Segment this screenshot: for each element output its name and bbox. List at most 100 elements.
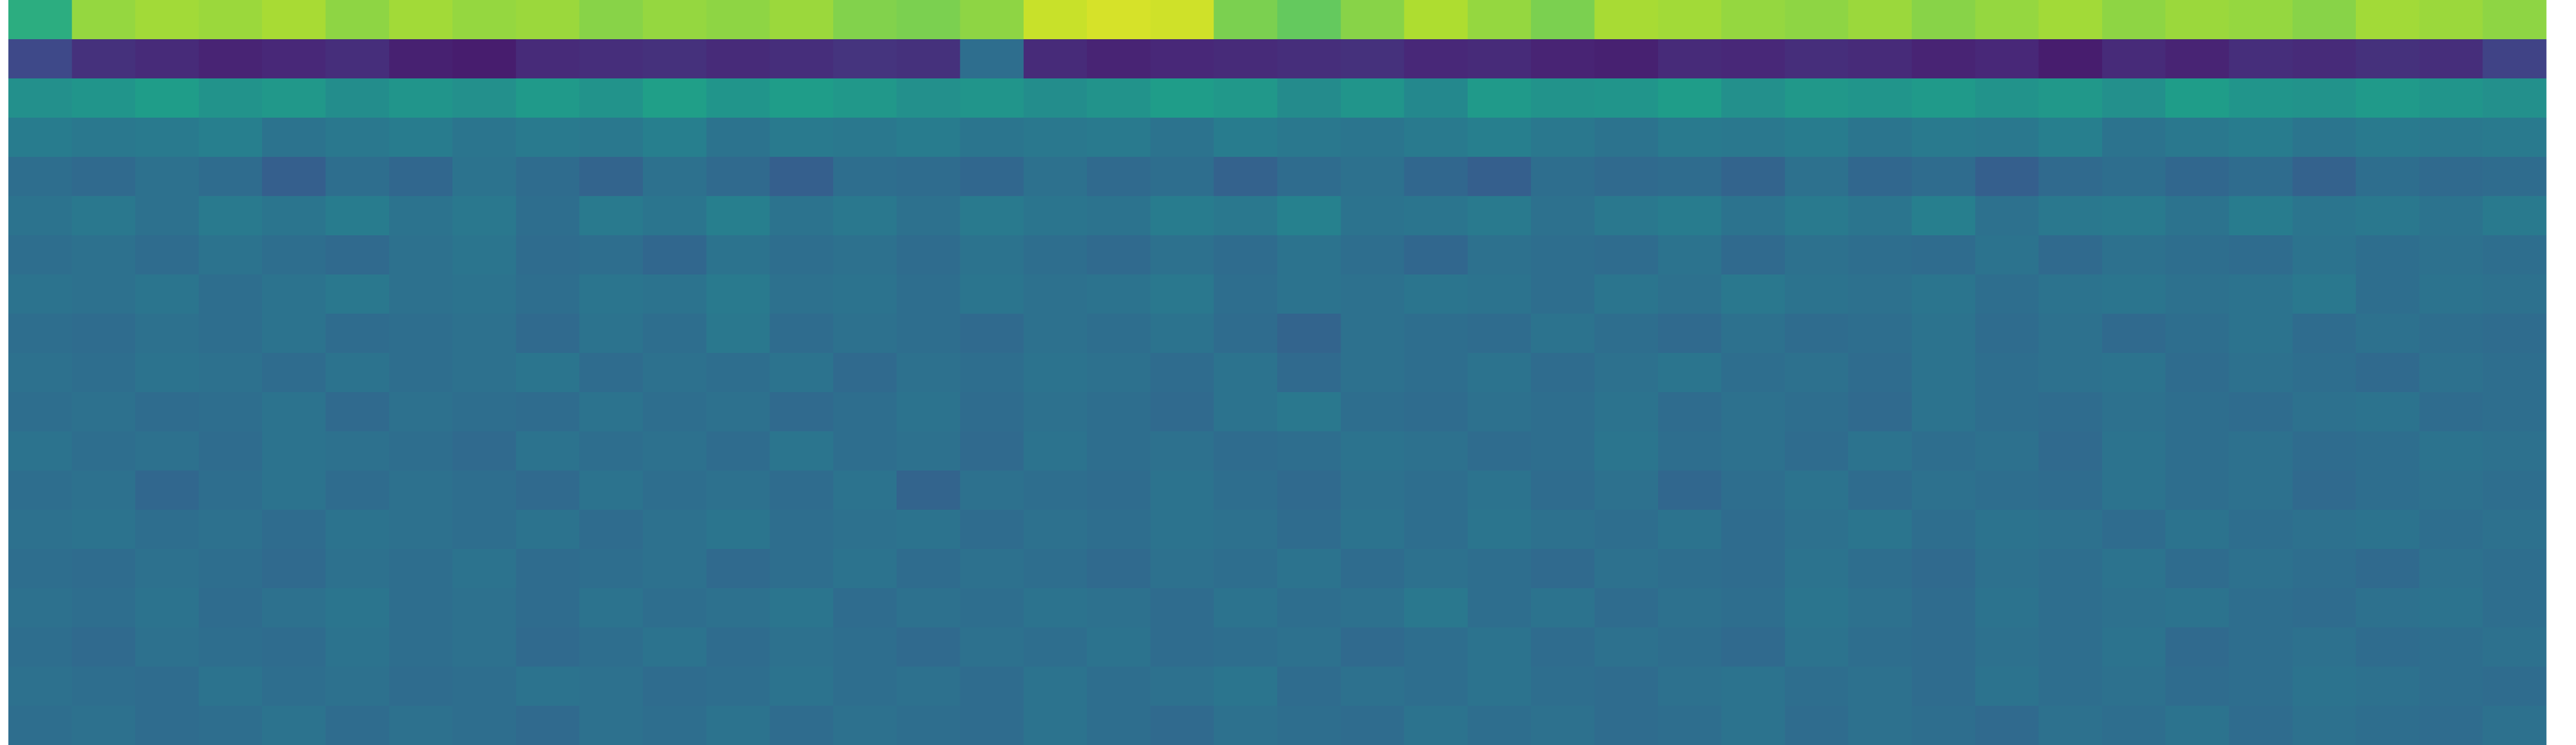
heatmap-cell	[706, 471, 770, 510]
heatmap-cell	[1658, 118, 1722, 157]
heatmap-cell	[2102, 118, 2166, 157]
heatmap-cell	[1277, 353, 1341, 393]
heatmap-cell	[706, 196, 770, 236]
heatmap-cell	[833, 431, 897, 471]
heatmap-cell	[2356, 510, 2420, 549]
heatmap-cell	[1277, 471, 1341, 510]
heatmap-cell	[1277, 118, 1341, 157]
heatmap-cell	[833, 274, 897, 314]
heatmap-cell	[2038, 431, 2103, 471]
heatmap-cell	[643, 39, 707, 79]
heatmap-cell	[452, 510, 516, 549]
heatmap-cell	[2356, 39, 2420, 79]
heatmap-cell	[1785, 627, 1849, 667]
heatmap-cell	[2292, 471, 2356, 510]
heatmap-cell	[1848, 431, 1912, 471]
heatmap-cell	[1277, 431, 1341, 471]
heatmap-cell	[706, 431, 770, 471]
heatmap-cell	[1658, 353, 1722, 393]
heatmap-cell	[1721, 627, 1785, 667]
heatmap-cell	[1467, 157, 1531, 197]
heatmap-cell	[1213, 549, 1278, 589]
heatmap-cell	[1594, 78, 1659, 118]
heatmap-cell	[1277, 39, 1341, 79]
heatmap-cell	[1087, 314, 1151, 353]
heatmap-cell	[1023, 274, 1087, 314]
heatmap-cell	[1467, 588, 1531, 628]
heatmap-cell	[72, 78, 136, 118]
heatmap-cell	[2292, 667, 2356, 706]
heatmap-cell	[1213, 667, 1278, 706]
heatmap-cell	[1721, 392, 1785, 432]
heatmap-cell	[1658, 39, 1722, 79]
heatmap-cell	[135, 314, 199, 353]
heatmap-cell	[72, 431, 136, 471]
heatmap-cell	[1785, 274, 1849, 314]
heatmap-cell	[135, 510, 199, 549]
heatmap-cell	[706, 706, 770, 745]
heatmap-cell	[2102, 274, 2166, 314]
heatmap-cell	[1404, 39, 1468, 79]
heatmap-cell	[833, 471, 897, 510]
heatmap-cell	[8, 706, 72, 745]
heatmap-cell	[1531, 627, 1595, 667]
heatmap-cell	[1087, 588, 1151, 628]
heatmap-cell	[579, 314, 643, 353]
heatmap-cell	[960, 353, 1024, 393]
heatmap-cell	[2165, 667, 2229, 706]
heatmap-cell	[198, 431, 263, 471]
heatmap-cell	[2165, 706, 2229, 745]
heatmap-cell	[2102, 78, 2166, 118]
heatmap-cell	[706, 0, 770, 40]
heatmap-cell	[389, 627, 453, 667]
heatmap-cell	[2419, 510, 2483, 549]
heatmap-cell	[2229, 549, 2293, 589]
heatmap-cell	[262, 78, 326, 118]
heatmap-cell	[2419, 274, 2483, 314]
heatmap-cell	[579, 471, 643, 510]
heatmap-cell	[2165, 431, 2229, 471]
heatmap-cell	[960, 0, 1024, 40]
heatmap-cell	[1150, 196, 1215, 236]
heatmap-cell	[325, 314, 390, 353]
heatmap-cell	[1023, 0, 1087, 40]
heatmap-cell	[262, 157, 326, 197]
heatmap-cell	[706, 274, 770, 314]
heatmap-cell	[769, 392, 834, 432]
heatmap-cell	[1404, 157, 1468, 197]
heatmap-cell	[2482, 274, 2547, 314]
heatmap-cell	[1404, 627, 1468, 667]
heatmap-cell	[198, 471, 263, 510]
heatmap-cell	[897, 0, 960, 40]
heatmap-cell	[2356, 549, 2420, 589]
heatmap-cell	[833, 0, 897, 40]
heatmap-cell	[1658, 196, 1722, 236]
heatmap-cell	[516, 196, 580, 236]
heatmap-cell	[1912, 627, 1976, 667]
heatmap-cell	[1087, 706, 1151, 745]
heatmap-cell	[833, 392, 897, 432]
heatmap-cell	[1975, 549, 2039, 589]
heatmap-cell	[2482, 392, 2547, 432]
heatmap-cell	[579, 706, 643, 745]
heatmap-cell	[833, 78, 897, 118]
heatmap-cell	[2356, 118, 2420, 157]
heatmap-cell	[833, 510, 897, 549]
heatmap-cell	[1213, 314, 1278, 353]
heatmap-cell	[1721, 431, 1785, 471]
heatmap-cell	[2292, 314, 2356, 353]
heatmap-cell	[262, 471, 326, 510]
heatmap-cell	[2356, 78, 2420, 118]
heatmap-cell	[1975, 667, 2039, 706]
heatmap-cell	[2229, 510, 2293, 549]
heatmap-cell	[1658, 549, 1722, 589]
heatmap-cell	[1848, 549, 1912, 589]
heatmap-cell	[579, 235, 643, 275]
heatmap-cell	[198, 510, 263, 549]
heatmap-cell	[1975, 118, 2039, 157]
heatmap-cell	[135, 235, 199, 275]
heatmap-cell	[643, 274, 707, 314]
heatmap-cell	[960, 196, 1024, 236]
heatmap-cell	[2229, 706, 2293, 745]
heatmap-cell	[1912, 510, 1976, 549]
